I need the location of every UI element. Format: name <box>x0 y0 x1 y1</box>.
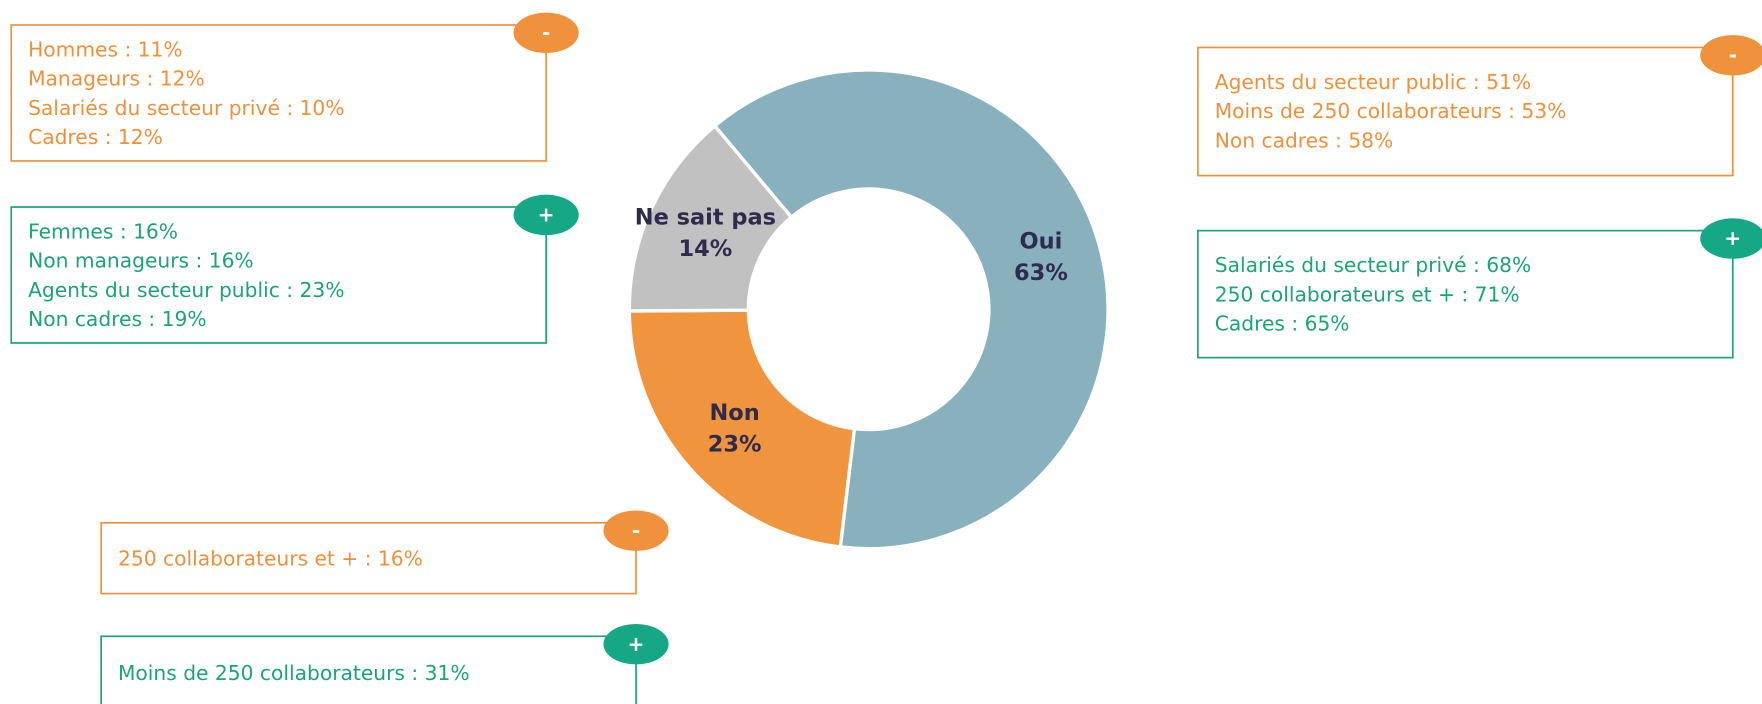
annotation-line: 250 collaborateurs et + : 71% <box>1215 282 1520 306</box>
annotation-badge <box>513 194 579 236</box>
annotation-line: Salariés du secteur privé : 68% <box>1215 253 1531 277</box>
donut-segment <box>627 123 794 313</box>
annotation-badge <box>513 12 579 54</box>
segment-value: 14% <box>679 236 733 262</box>
annotation-sign: + <box>628 632 645 656</box>
annotation-box <box>100 521 637 595</box>
annotation-sign: + <box>538 203 555 227</box>
annotation-line: Agents du secteur public : 23% <box>28 278 344 302</box>
annotation-line: Moins de 250 collaborateurs : 31% <box>118 661 470 685</box>
donut-segment <box>712 68 1110 551</box>
annotation-line: Femmes : 16% <box>28 219 178 243</box>
annotation-line: Cadres : 65% <box>1215 312 1350 336</box>
segment-label: Ne sait pas <box>635 205 776 231</box>
annotation-badge <box>603 623 669 665</box>
annotation-sign: + <box>1724 226 1741 250</box>
annotation-line: Salariés du secteur privé : 10% <box>28 96 344 120</box>
segment-value: 63% <box>1014 260 1068 286</box>
annotation-badge <box>1700 35 1762 76</box>
annotation-line: Moins de 250 collaborateurs : 53% <box>1215 99 1567 123</box>
segment-value: 23% <box>708 431 762 457</box>
annotation-sign: - <box>632 518 640 542</box>
annotation-line: Non cadres : 58% <box>1215 128 1394 152</box>
annotation-line: Manageurs : 12% <box>28 67 205 91</box>
annotation-box <box>10 24 547 162</box>
annotation-line: Non manageurs : 16% <box>28 249 254 273</box>
donut-segment <box>627 308 857 549</box>
segment-label: Oui <box>1020 229 1063 255</box>
annotation-line: Non cadres : 19% <box>28 307 207 331</box>
annotation-line: 250 collaborateurs et + : 16% <box>118 546 423 570</box>
annotation-box <box>100 635 637 704</box>
segment-label: Non <box>709 400 759 426</box>
annotation-box <box>10 206 547 344</box>
annotation-box <box>1197 46 1734 177</box>
annotation-line: Hommes : 11% <box>28 37 183 61</box>
annotation-badge <box>1700 218 1762 259</box>
annotation-sign: - <box>1729 43 1737 67</box>
annotation-line: Cadres : 12% <box>28 125 163 149</box>
annotation-line: Agents du secteur public : 51% <box>1215 70 1531 94</box>
annotation-box <box>1197 229 1734 359</box>
annotation-sign: - <box>542 20 550 44</box>
annotation-badge <box>603 510 669 551</box>
